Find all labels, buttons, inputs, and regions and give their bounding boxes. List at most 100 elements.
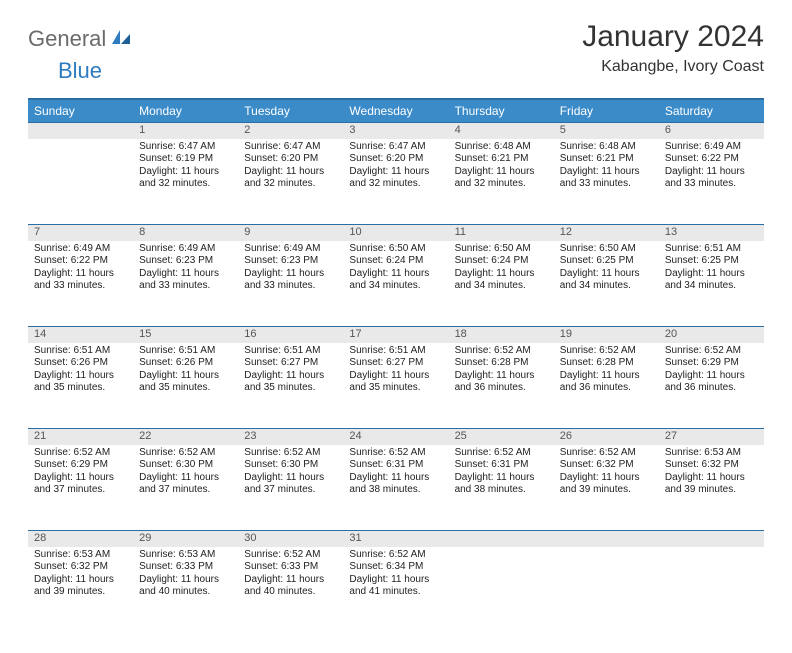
daylight-text: Daylight: 11 hours and 32 minutes. [349, 166, 442, 191]
sunset-text: Sunset: 6:33 PM [139, 561, 232, 574]
daylight-text: Daylight: 11 hours and 34 minutes. [560, 268, 653, 293]
daylight-text: Daylight: 11 hours and 36 minutes. [560, 370, 653, 395]
day-cell: Sunrise: 6:52 AMSunset: 6:29 PMDaylight:… [659, 343, 764, 429]
daynum-row: 78910111213 [28, 225, 764, 241]
sunset-text: Sunset: 6:32 PM [665, 459, 758, 472]
sunrise-text: Sunrise: 6:49 AM [665, 141, 758, 154]
weekday-header: Monday [133, 99, 238, 123]
daylight-text: Daylight: 11 hours and 37 minutes. [34, 472, 127, 497]
sunrise-text: Sunrise: 6:52 AM [139, 447, 232, 460]
day-number: 9 [238, 225, 343, 241]
day-number [28, 123, 133, 139]
day-cell: Sunrise: 6:52 AMSunset: 6:28 PMDaylight:… [449, 343, 554, 429]
logo: General [28, 26, 134, 52]
sunset-text: Sunset: 6:20 PM [349, 153, 442, 166]
day-number: 6 [659, 123, 764, 139]
day-number: 10 [343, 225, 448, 241]
sunrise-text: Sunrise: 6:51 AM [665, 243, 758, 256]
sunset-text: Sunset: 6:28 PM [455, 357, 548, 370]
sunrise-text: Sunrise: 6:50 AM [455, 243, 548, 256]
sunset-text: Sunset: 6:30 PM [139, 459, 232, 472]
calendar-table: Sunday Monday Tuesday Wednesday Thursday… [28, 98, 764, 633]
sunset-text: Sunset: 6:31 PM [349, 459, 442, 472]
day-cell [659, 547, 764, 633]
day-number: 17 [343, 327, 448, 343]
sunrise-text: Sunrise: 6:52 AM [665, 345, 758, 358]
day-cell: Sunrise: 6:53 AMSunset: 6:33 PMDaylight:… [133, 547, 238, 633]
day-number [659, 531, 764, 547]
daynum-row: 123456 [28, 123, 764, 139]
day-number: 7 [28, 225, 133, 241]
day-cell: Sunrise: 6:50 AMSunset: 6:24 PMDaylight:… [449, 241, 554, 327]
sunrise-text: Sunrise: 6:51 AM [34, 345, 127, 358]
sunset-text: Sunset: 6:27 PM [349, 357, 442, 370]
month-title: January 2024 [582, 20, 764, 54]
sunset-text: Sunset: 6:22 PM [34, 255, 127, 268]
daylight-text: Daylight: 11 hours and 35 minutes. [139, 370, 232, 395]
day-cell: Sunrise: 6:49 AMSunset: 6:23 PMDaylight:… [238, 241, 343, 327]
location: Kabangbe, Ivory Coast [582, 58, 764, 76]
daynum-row: 14151617181920 [28, 327, 764, 343]
day-cell [449, 547, 554, 633]
daylight-text: Daylight: 11 hours and 34 minutes. [349, 268, 442, 293]
sunrise-text: Sunrise: 6:53 AM [34, 549, 127, 562]
day-number: 19 [554, 327, 659, 343]
logo-text-general: General [28, 26, 106, 52]
day-number: 12 [554, 225, 659, 241]
day-cell [28, 139, 133, 225]
sunrise-text: Sunrise: 6:49 AM [34, 243, 127, 256]
day-number [449, 531, 554, 547]
daylight-text: Daylight: 11 hours and 35 minutes. [244, 370, 337, 395]
daylight-text: Daylight: 11 hours and 39 minutes. [34, 574, 127, 599]
day-cell: Sunrise: 6:51 AMSunset: 6:27 PMDaylight:… [343, 343, 448, 429]
day-number: 1 [133, 123, 238, 139]
sunrise-text: Sunrise: 6:51 AM [139, 345, 232, 358]
day-number: 18 [449, 327, 554, 343]
day-cell: Sunrise: 6:49 AMSunset: 6:22 PMDaylight:… [659, 139, 764, 225]
day-cell: Sunrise: 6:51 AMSunset: 6:25 PMDaylight:… [659, 241, 764, 327]
daylight-text: Daylight: 11 hours and 33 minutes. [34, 268, 127, 293]
daylight-text: Daylight: 11 hours and 40 minutes. [139, 574, 232, 599]
day-cell: Sunrise: 6:48 AMSunset: 6:21 PMDaylight:… [554, 139, 659, 225]
day-number: 4 [449, 123, 554, 139]
daylight-text: Daylight: 11 hours and 37 minutes. [139, 472, 232, 497]
sunrise-text: Sunrise: 6:47 AM [139, 141, 232, 154]
sunrise-text: Sunrise: 6:51 AM [244, 345, 337, 358]
day-number: 31 [343, 531, 448, 547]
day-cell: Sunrise: 6:53 AMSunset: 6:32 PMDaylight:… [28, 547, 133, 633]
day-number: 22 [133, 429, 238, 445]
daylight-text: Daylight: 11 hours and 34 minutes. [665, 268, 758, 293]
weekday-header: Thursday [449, 99, 554, 123]
daylight-text: Daylight: 11 hours and 37 minutes. [244, 472, 337, 497]
day-number: 8 [133, 225, 238, 241]
sunset-text: Sunset: 6:32 PM [34, 561, 127, 574]
daynum-row: 28293031 [28, 531, 764, 547]
day-cell: Sunrise: 6:52 AMSunset: 6:28 PMDaylight:… [554, 343, 659, 429]
day-cell: Sunrise: 6:50 AMSunset: 6:25 PMDaylight:… [554, 241, 659, 327]
day-cell [554, 547, 659, 633]
day-cell: Sunrise: 6:52 AMSunset: 6:30 PMDaylight:… [238, 445, 343, 531]
sunset-text: Sunset: 6:28 PM [560, 357, 653, 370]
sunrise-text: Sunrise: 6:51 AM [349, 345, 442, 358]
daylight-text: Daylight: 11 hours and 38 minutes. [349, 472, 442, 497]
sunrise-text: Sunrise: 6:50 AM [560, 243, 653, 256]
day-number: 23 [238, 429, 343, 445]
day-cell: Sunrise: 6:52 AMSunset: 6:32 PMDaylight:… [554, 445, 659, 531]
day-cell: Sunrise: 6:52 AMSunset: 6:29 PMDaylight:… [28, 445, 133, 531]
day-cell: Sunrise: 6:51 AMSunset: 6:26 PMDaylight:… [28, 343, 133, 429]
daylight-text: Daylight: 11 hours and 34 minutes. [455, 268, 548, 293]
daylight-text: Daylight: 11 hours and 41 minutes. [349, 574, 442, 599]
sunrise-text: Sunrise: 6:53 AM [139, 549, 232, 562]
day-cell: Sunrise: 6:50 AMSunset: 6:24 PMDaylight:… [343, 241, 448, 327]
daylight-text: Daylight: 11 hours and 38 minutes. [455, 472, 548, 497]
day-number: 30 [238, 531, 343, 547]
day-cell: Sunrise: 6:47 AMSunset: 6:19 PMDaylight:… [133, 139, 238, 225]
sunrise-text: Sunrise: 6:48 AM [560, 141, 653, 154]
weekday-header: Wednesday [343, 99, 448, 123]
sunrise-text: Sunrise: 6:49 AM [244, 243, 337, 256]
daylight-text: Daylight: 11 hours and 33 minutes. [244, 268, 337, 293]
sunrise-text: Sunrise: 6:47 AM [349, 141, 442, 154]
day-cell: Sunrise: 6:51 AMSunset: 6:27 PMDaylight:… [238, 343, 343, 429]
sunset-text: Sunset: 6:31 PM [455, 459, 548, 472]
logo-text-blue: Blue [58, 58, 102, 83]
